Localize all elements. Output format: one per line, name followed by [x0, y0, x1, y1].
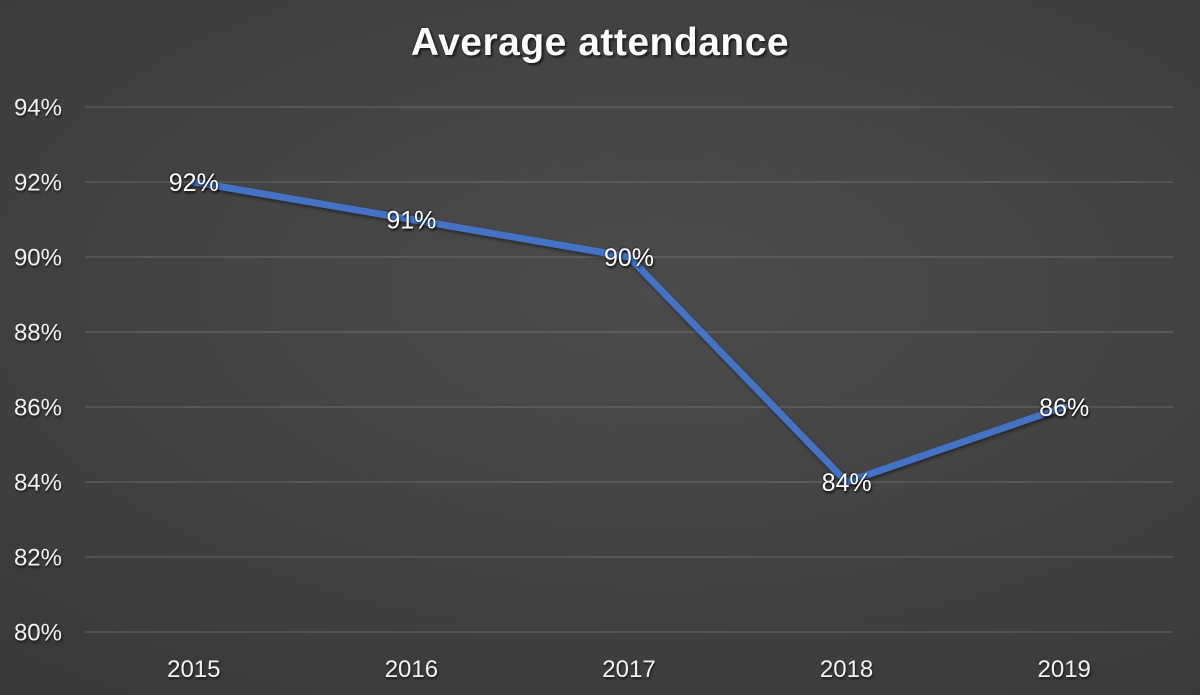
data-series-line	[190, 178, 1068, 486]
y-axis-tick-label: 92%	[14, 170, 62, 197]
chart-title: Average attendance	[410, 21, 790, 64]
x-axis-label: 2019	[1038, 656, 1091, 683]
data-point-label: 86%	[1039, 394, 1089, 422]
y-axis-tick-label: 82%	[14, 545, 62, 572]
data-point-label: 84%	[822, 469, 872, 497]
x-axis-label: 2016	[385, 656, 438, 683]
x-axis-label: 2018	[820, 656, 873, 683]
data-point-label: 91%	[386, 207, 436, 235]
data-point-label: 90%	[604, 244, 654, 272]
y-axis-tick-label: 90%	[14, 245, 62, 272]
y-axis-tick-label: 94%	[14, 95, 62, 122]
y-axis-tick-label: 88%	[14, 320, 62, 347]
x-axis-label: 2015	[167, 656, 220, 683]
y-axis-tick-label: 84%	[14, 470, 62, 497]
data-point-label: 92%	[169, 169, 219, 197]
x-axis-label: 2017	[602, 656, 655, 683]
y-axis-tick-label: 86%	[14, 395, 62, 422]
y-axis-tick-label: 80%	[14, 620, 62, 647]
